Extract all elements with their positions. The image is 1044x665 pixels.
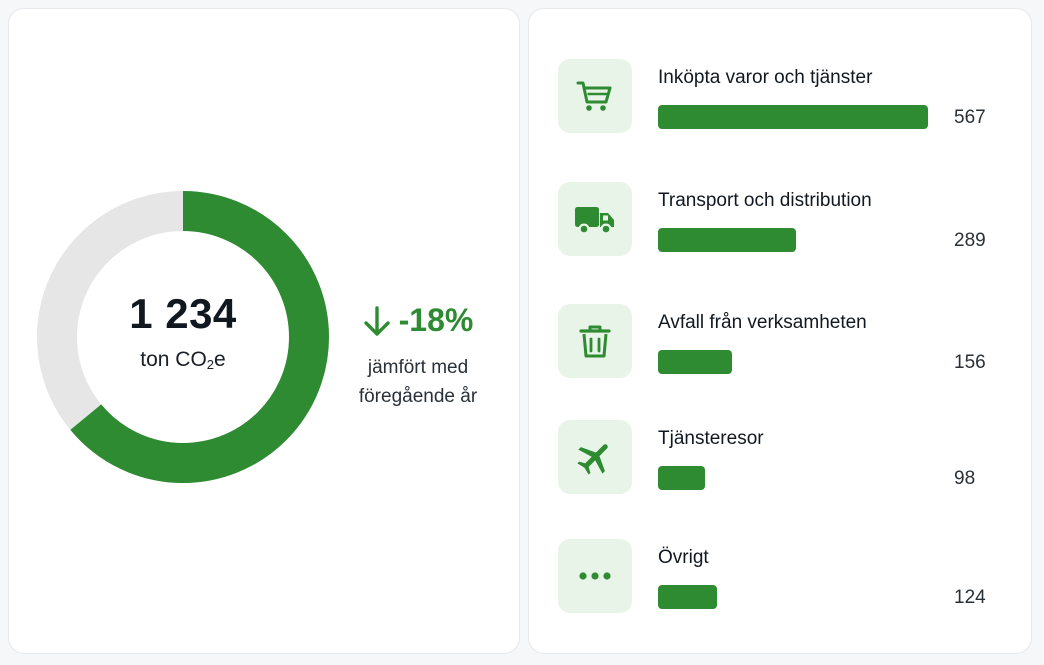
category-bar bbox=[658, 105, 928, 129]
total-emissions-unit: ton CO2e bbox=[78, 348, 288, 372]
category-bar bbox=[658, 350, 733, 374]
donut-chart bbox=[37, 191, 329, 483]
change-percent: -18% bbox=[398, 302, 474, 338]
change-note-line-1: jämfört med bbox=[367, 357, 469, 378]
donut-center-label: 1 234 ton CO2e bbox=[78, 290, 288, 372]
change-note: jämfört med föregående år bbox=[344, 353, 492, 411]
change-indicator: -18% jämfört med föregående år bbox=[344, 302, 492, 411]
unit-prefix: ton CO bbox=[140, 348, 207, 371]
category-label: Inköpta varor och tjänster bbox=[658, 67, 873, 88]
emissions-summary-card bbox=[8, 8, 520, 654]
category-icon-box bbox=[558, 304, 632, 378]
category-label: Övrigt bbox=[658, 547, 709, 568]
category-bar bbox=[658, 466, 705, 490]
category-row-business-travel: Tjänsteresor 98 bbox=[558, 420, 1028, 496]
category-icon-box bbox=[558, 420, 632, 494]
category-value: 98 bbox=[954, 468, 976, 489]
category-label: Avfall från verksamheten bbox=[658, 312, 867, 333]
category-icon-box bbox=[558, 182, 632, 256]
category-row-waste: Avfall från verksamheten 156 bbox=[558, 304, 1028, 380]
category-bar bbox=[658, 228, 796, 252]
category-row-other: Övrigt 124 bbox=[558, 539, 1028, 615]
more-dots-icon bbox=[579, 572, 611, 580]
category-value: 124 bbox=[954, 587, 986, 608]
arrow-down-icon bbox=[363, 305, 390, 336]
unit-subscript: 2 bbox=[206, 357, 215, 372]
category-label: Tjänsteresor bbox=[658, 428, 764, 449]
category-icon-box bbox=[558, 539, 632, 613]
category-value: 567 bbox=[954, 107, 986, 128]
trash-icon bbox=[579, 325, 611, 358]
truck-icon bbox=[575, 207, 614, 235]
category-value: 289 bbox=[954, 230, 986, 251]
airplane-icon bbox=[577, 444, 608, 475]
change-line: -18% bbox=[344, 302, 492, 339]
category-row-purchased-goods: Inköpta varor och tjänster 567 bbox=[558, 59, 1028, 135]
category-bar bbox=[658, 585, 718, 609]
cart-icon bbox=[576, 81, 612, 111]
donut-arc bbox=[37, 191, 329, 483]
total-emissions-value: 1 234 bbox=[129, 290, 237, 337]
unit-suffix: e bbox=[214, 348, 226, 371]
category-row-transport: Transport och distribution 289 bbox=[558, 182, 1028, 258]
change-note-line-2: föregående år bbox=[358, 386, 478, 407]
category-label: Transport och distribution bbox=[658, 190, 872, 211]
category-value: 156 bbox=[954, 352, 986, 373]
category-icon-box bbox=[558, 59, 632, 133]
